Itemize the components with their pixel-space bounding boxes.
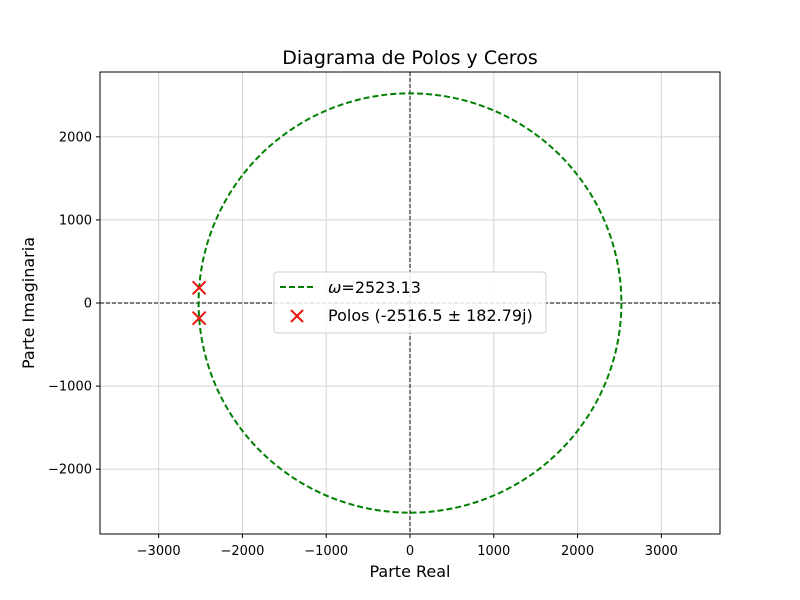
legend-label-circle: ω=2523.13 [328,278,421,297]
y-tick-label-0: −2000 [48,463,92,478]
legend: ω=2523.13 Polos (-2516.5 ± 182.79j) [273,271,547,334]
legend-poles-marker-stroke-b [290,309,304,323]
legend-poles-marker [290,309,304,323]
y-axis-title: Parte Imaginaria [19,237,38,369]
x-tick-label-5: 2000 [561,544,594,559]
y-tick-label-4: 2000 [59,130,92,145]
x-tick-label-4: 1000 [477,544,510,559]
x-tick-label-3: 0 [406,544,414,559]
y-tick-label-1: −1000 [48,380,92,395]
x-tick-label-6: 3000 [645,544,678,559]
x-axis-title: Parte Real [369,562,450,581]
pole-marker-0 [191,280,207,296]
legend-omega-symbol: ω [328,278,341,297]
pole-marker-1-stroke-b [191,310,207,326]
pole-marker-0-stroke-b [191,280,207,296]
legend-box [273,271,547,334]
chart-title: Diagrama de Polos y Ceros [282,47,537,69]
legend-omega-value: =2523.13 [341,278,421,297]
x-tick-label-0: −3000 [137,544,181,559]
x-tick-label-1: −2000 [220,544,264,559]
natural-frequency-circle [197,92,623,514]
pole-marker-1 [191,310,207,326]
x-tick-label-2: −1000 [304,544,348,559]
y-tick-label-2: 0 [84,297,92,312]
axis-ticks: −3000 −2000 −1000 0 1000 2000 3000 −2000 −1000 0 1… [48,130,678,559]
y-tick-label-3: 1000 [59,213,92,228]
legend-label-poles: Polos (-2516.5 ± 182.79j) [328,306,533,325]
